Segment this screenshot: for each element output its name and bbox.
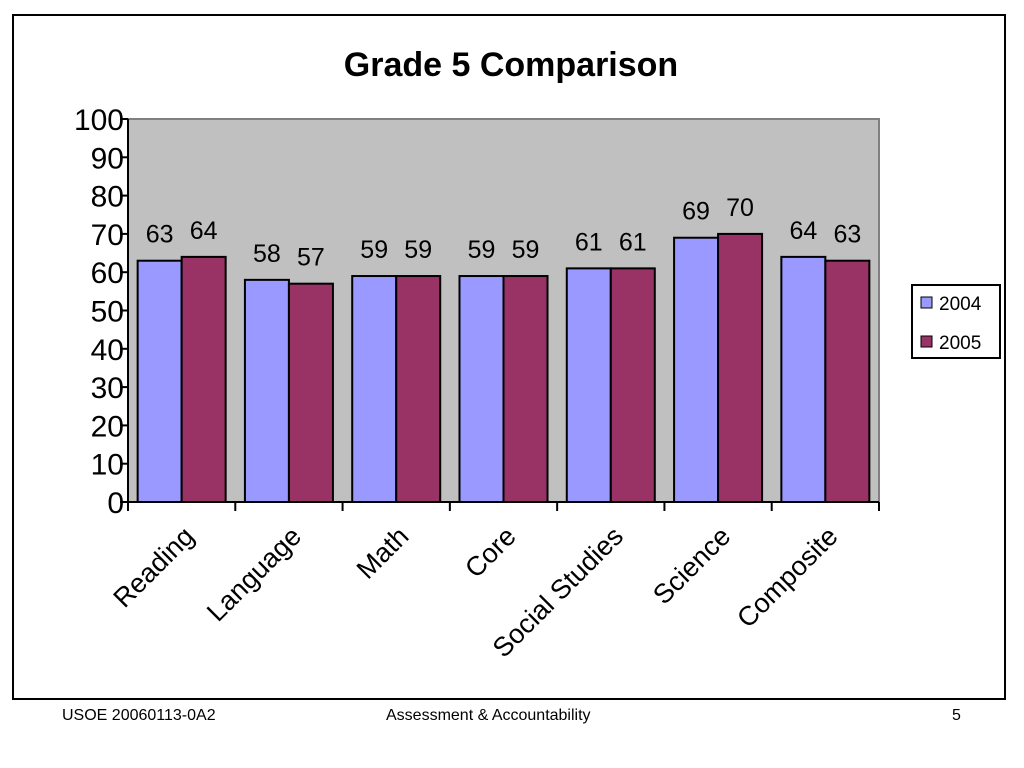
- data-label-2004-reading: 63: [146, 221, 174, 249]
- x-tick-label-science: Science: [647, 521, 736, 610]
- bar-2005-reading: [180, 255, 227, 503]
- y-tick-label-100: 100: [74, 104, 124, 137]
- y-tick-label-70: 70: [91, 219, 124, 252]
- value-labels-group: 63 64 58 57 59 59 59 59 61 61 69 70 64 63: [146, 194, 862, 272]
- legend: 2004 2005: [911, 284, 1001, 359]
- bar-2004-reading: [136, 259, 183, 503]
- data-label-2005-core: 59: [512, 236, 540, 264]
- bar-2004-composite: [780, 255, 827, 503]
- footer-center-text: Assessment & Accountability: [386, 707, 591, 724]
- data-label-2005-reading: 64: [190, 217, 218, 245]
- y-tick-label-90: 90: [91, 142, 124, 175]
- y-tick-label-80: 80: [91, 181, 124, 214]
- bar-2004-social-studies: [565, 267, 612, 503]
- bar-2005-science: [717, 232, 764, 503]
- y-tick-label-40: 40: [91, 334, 124, 367]
- y-tick-label-0: 0: [107, 487, 124, 520]
- bars-group: [136, 232, 871, 503]
- data-label-2005-composite: 63: [833, 221, 861, 249]
- y-tick-label-60: 60: [91, 257, 124, 290]
- y-tick-labels-group: 0 10 20 30 40 50 60 70 80 90 100: [74, 104, 124, 520]
- x-tick-label-math: Math: [351, 521, 415, 585]
- data-label-2004-math: 59: [360, 236, 388, 264]
- footer-left-text: USOE 20060113-0A2: [62, 707, 216, 724]
- bar-2004-math: [351, 275, 398, 503]
- data-label-2005-science: 70: [726, 194, 754, 222]
- data-label-2005-math: 59: [404, 236, 432, 264]
- data-label-2004-language: 58: [253, 240, 281, 268]
- chart-title: Grade 5 Comparison: [344, 46, 678, 84]
- x-tick-label-reading: Reading: [108, 521, 200, 613]
- data-label-2005-language: 57: [297, 244, 325, 272]
- bar-2004-core: [458, 275, 505, 503]
- y-tick-label-50: 50: [91, 296, 124, 329]
- bar-2004-science: [673, 236, 720, 503]
- legend-label-2004: 2004: [939, 294, 982, 315]
- legend-swatch-2005: [920, 335, 933, 348]
- y-tick-label-20: 20: [91, 410, 124, 443]
- data-label-2004-science: 69: [682, 198, 710, 226]
- y-tick-label-30: 30: [91, 372, 124, 405]
- axes-group: [120, 118, 880, 511]
- data-label-2004-core: 59: [468, 236, 496, 264]
- bar-2004-language: [243, 278, 290, 503]
- bar-2005-core: [502, 275, 549, 503]
- data-label-2005-social-studies: 61: [619, 228, 647, 256]
- bar-2005-social-studies: [609, 267, 656, 503]
- data-label-2004-composite: 64: [789, 217, 817, 245]
- bar-2005-math: [395, 275, 442, 503]
- data-label-2004-social-studies: 61: [575, 228, 603, 256]
- bar-2005-language: [287, 282, 334, 503]
- x-tick-label-language: Language: [201, 521, 307, 627]
- legend-label-2005: 2005: [939, 333, 981, 354]
- footer-page-number: 5: [952, 707, 961, 724]
- y-tick-label-10: 10: [91, 449, 124, 482]
- legend-swatch-2004: [920, 296, 933, 309]
- bar-2005-composite: [824, 259, 871, 503]
- x-tick-label-core: Core: [459, 521, 522, 584]
- x-tick-label-composite: Composite: [731, 521, 843, 633]
